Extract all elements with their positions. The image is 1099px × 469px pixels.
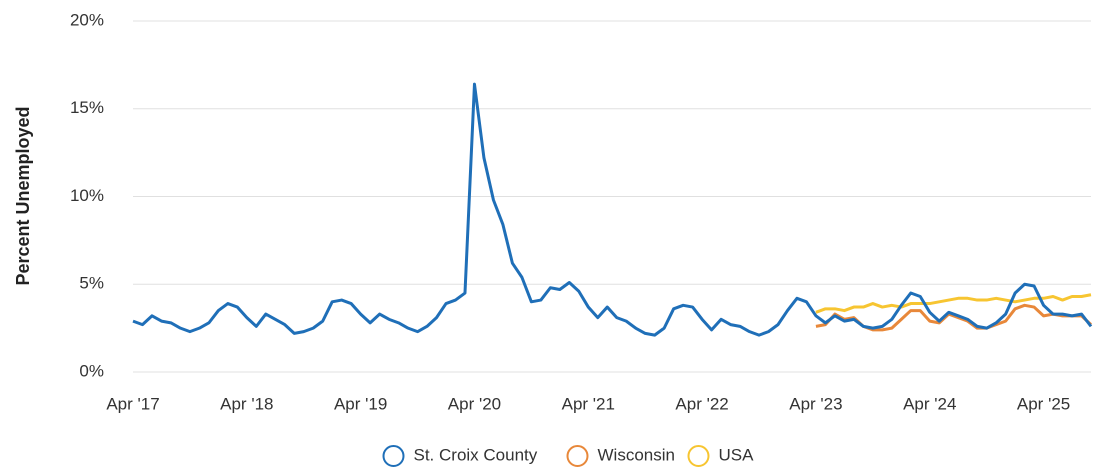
y-axis-title: Percent Unemployed (13, 106, 33, 285)
y-tick-label: 15% (70, 98, 104, 117)
x-tick-label: Apr '25 (1017, 394, 1070, 413)
x-tick-label: Apr '22 (675, 394, 728, 413)
x-tick-label: Apr '19 (334, 394, 387, 413)
legend-label: Wisconsin (598, 445, 675, 464)
y-tick-label: 0% (79, 361, 104, 380)
y-tick-label: 20% (70, 10, 104, 29)
legend-label: St. Croix County (414, 445, 538, 464)
x-tick-label: Apr '18 (220, 394, 273, 413)
line-series (815, 293, 1092, 314)
line-series (132, 82, 1093, 337)
legend-marker (382, 445, 405, 467)
x-tick-label: Apr '17 (106, 394, 159, 413)
x-tick-label: Apr '21 (562, 394, 615, 413)
y-tick-label: 10% (70, 186, 104, 205)
legend-marker (566, 445, 589, 467)
x-tick-label: Apr '20 (448, 394, 501, 413)
legend-marker (687, 445, 710, 467)
legend-label: USA (719, 445, 755, 464)
x-tick-label: Apr '23 (789, 394, 842, 413)
x-tick-label: Apr '24 (903, 394, 956, 413)
y-tick-label: 5% (79, 274, 104, 293)
